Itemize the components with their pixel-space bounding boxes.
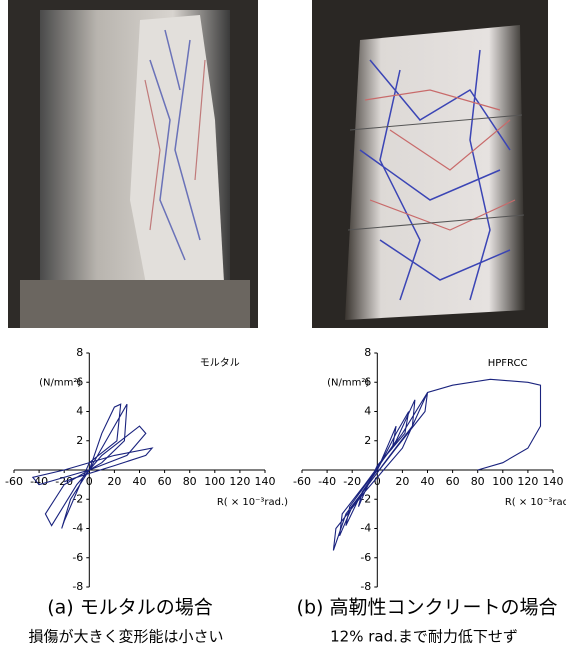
y-tick-label: -6 [360, 551, 371, 564]
x-tick-label: 60 [446, 475, 460, 488]
photo-mortar [8, 0, 258, 328]
x-tick-label: 20 [107, 475, 121, 488]
photo-hpfrcc [312, 0, 548, 328]
x-tick-label: 80 [183, 475, 197, 488]
y-tick-label: -4 [72, 522, 83, 535]
y-tick-label: 8 [364, 346, 371, 359]
y-tick-label: -8 [72, 580, 83, 593]
x-axis-label: R( × 10⁻³rad.) [217, 497, 288, 508]
y-tick-label: -6 [72, 551, 83, 564]
caption-title: (a) モルタルの場合 [47, 597, 213, 619]
x-axis-label: R( × 10⁻³rad.) [505, 497, 566, 508]
y-axis-label: (N/mm²) [327, 377, 369, 388]
x-tick-label: 100 [204, 475, 225, 488]
caption-title: (b) 高靭性コンクリートの場合 [297, 597, 558, 619]
x-tick-label: 80 [471, 475, 485, 488]
page: -60-40-20020406080100120140-8-6-4-22468(… [0, 0, 566, 652]
caption-note: 12% rad.まで耐力低下せず [330, 628, 518, 646]
figure: -60-40-20020406080100120140-8-6-4-22468(… [0, 0, 566, 652]
hysteresis-curve [33, 404, 152, 528]
x-tick-label: 140 [543, 475, 564, 488]
x-tick-label: 0 [86, 475, 93, 488]
x-tick-label: 40 [133, 475, 147, 488]
annotation: モルタル [200, 357, 240, 369]
x-tick-label: 140 [255, 475, 276, 488]
x-tick-label: 40 [421, 475, 435, 488]
y-axis-label: (N/mm²) [39, 377, 81, 388]
x-tick-label: 120 [229, 475, 250, 488]
y-tick-label: -4 [360, 522, 371, 535]
x-tick-label: -40 [318, 475, 336, 488]
caption-note: 損傷が大きく変形能は小さい [28, 628, 223, 646]
y-tick-label: 4 [76, 405, 83, 418]
y-tick-label: 2 [364, 434, 371, 447]
x-tick-label: -20 [343, 475, 361, 488]
y-tick-label: 4 [364, 405, 371, 418]
y-tick-label: 2 [76, 434, 83, 447]
y-tick-label: 8 [76, 346, 83, 359]
x-tick-label: 100 [492, 475, 513, 488]
y-tick-label: -8 [360, 580, 371, 593]
x-tick-label: 120 [517, 475, 538, 488]
x-tick-label: -60 [5, 475, 23, 488]
x-tick-label: -60 [293, 475, 311, 488]
x-tick-label: 20 [395, 475, 409, 488]
x-tick-label: 60 [158, 475, 172, 488]
annotation: HPFRCC [488, 358, 528, 369]
